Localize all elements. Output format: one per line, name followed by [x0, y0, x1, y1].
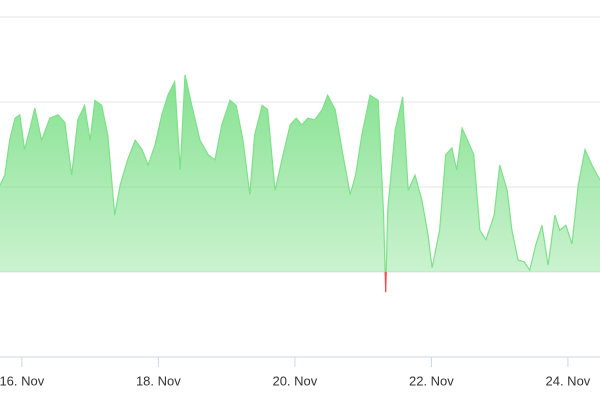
x-tick-label: 22. Nov — [409, 373, 454, 388]
x-tick-label: 18. Nov — [136, 373, 181, 388]
x-tick-label: 16. Nov — [0, 373, 45, 388]
line — [0, 74, 600, 272]
area — [0, 74, 600, 272]
x-tick-label: 24. Nov — [546, 373, 591, 388]
x-tick-label: 20. Nov — [272, 373, 317, 388]
